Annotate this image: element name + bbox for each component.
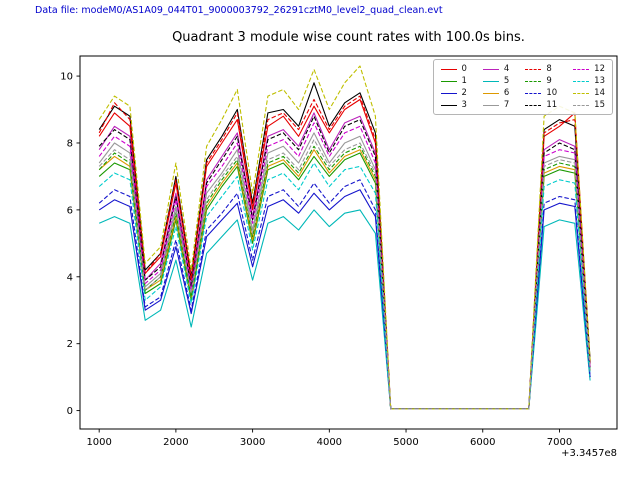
legend-line-sample (525, 104, 542, 106)
legend-item-14: 14 (573, 87, 605, 99)
series-line-10 (98, 179, 591, 410)
x-tick-label: 6000 (470, 437, 495, 448)
legend-item-10: 10 (525, 87, 557, 99)
legend-line-sample (482, 80, 499, 82)
legend-item-13: 13 (573, 75, 605, 87)
legend-item-5: 5 (482, 75, 510, 87)
x-tick-label: 3000 (240, 437, 265, 448)
legend: 0 1 2 3 4 5 6 7 8 9 10 11 12 13 14 15 (432, 59, 613, 115)
legend-item-label: 13 (594, 75, 605, 86)
x-tick-label: 7000 (547, 437, 572, 448)
legend-item-15: 15 (573, 99, 605, 111)
series-line-6 (98, 149, 591, 410)
x-tick-label: 2000 (163, 437, 188, 448)
legend-line-sample (440, 104, 457, 106)
legend-item-1: 1 (440, 75, 467, 87)
legend-item-label: 9 (546, 75, 552, 86)
legend-item-label: 11 (546, 99, 558, 110)
legend-item-12: 12 (573, 63, 605, 75)
axes-frame (79, 55, 618, 430)
legend-item-label: 8 (546, 63, 552, 74)
legend-item-label: 7 (503, 99, 510, 110)
legend-line-sample (525, 92, 542, 94)
legend-item-label: 5 (503, 75, 510, 86)
series-line-0 (98, 98, 591, 410)
legend-line-sample (482, 104, 499, 106)
legend-item-8: 8 (525, 63, 557, 75)
legend-line-sample (440, 68, 457, 70)
y-tick-label: 2 (67, 339, 73, 350)
series-line-8 (98, 95, 591, 410)
legend-column: 8 9 10 11 (525, 63, 557, 111)
series-line-4 (98, 112, 591, 410)
legend-item-label: 1 (461, 75, 467, 86)
y-tick-label: 10 (60, 72, 73, 83)
legend-column: 12 13 14 15 (573, 63, 605, 111)
series-line-5 (98, 209, 591, 410)
legend-line-sample (573, 92, 590, 94)
x-tick-label: 1000 (86, 437, 111, 448)
legend-item-9: 9 (525, 75, 557, 87)
legend-item-label: 4 (503, 63, 510, 74)
legend-line-sample (525, 80, 542, 82)
legend-line-sample (482, 92, 499, 94)
legend-item-label: 15 (594, 99, 605, 110)
legend-item-0: 0 (440, 63, 467, 75)
legend-item-label: 3 (461, 99, 467, 110)
y-tick-label: 8 (67, 138, 73, 149)
series-line-12 (98, 122, 591, 410)
legend-item-7: 7 (482, 99, 510, 111)
legend-item-label: 10 (546, 87, 558, 98)
x-axis-offset-label: +3.3457e8 (561, 448, 617, 459)
chart-title: Quadrant 3 module wise count rates with … (172, 30, 525, 45)
legend-item-label: 12 (594, 63, 605, 74)
series-group (98, 65, 591, 410)
x-tick-label: 4000 (317, 437, 342, 448)
legend-item-label: 6 (503, 87, 510, 98)
legend-line-sample (440, 80, 457, 82)
legend-item-6: 6 (482, 87, 510, 99)
legend-item-2: 2 (440, 87, 467, 99)
legend-line-sample (573, 104, 590, 106)
legend-item-11: 11 (525, 99, 557, 111)
y-tick-label: 6 (67, 205, 73, 216)
series-line-9 (98, 145, 591, 410)
series-line-15 (98, 139, 591, 410)
legend-line-sample (440, 92, 457, 94)
legend-line-sample (573, 68, 590, 70)
datafile-label: Data file: modeM0/AS1A09_044T01_90000037… (35, 5, 443, 16)
legend-line-sample (525, 68, 542, 70)
legend-line-sample (482, 68, 499, 70)
legend-item-3: 3 (440, 99, 467, 111)
legend-item-label: 14 (594, 87, 605, 98)
y-tick-label: 0 (67, 406, 73, 417)
x-tick-label: 5000 (393, 437, 418, 448)
y-tick-label: 4 (67, 272, 73, 283)
legend-item-4: 4 (482, 63, 510, 75)
legend-item-label: 0 (461, 63, 467, 74)
legend-item-label: 2 (461, 87, 467, 98)
series-line-3 (98, 82, 591, 410)
legend-line-sample (573, 80, 590, 82)
